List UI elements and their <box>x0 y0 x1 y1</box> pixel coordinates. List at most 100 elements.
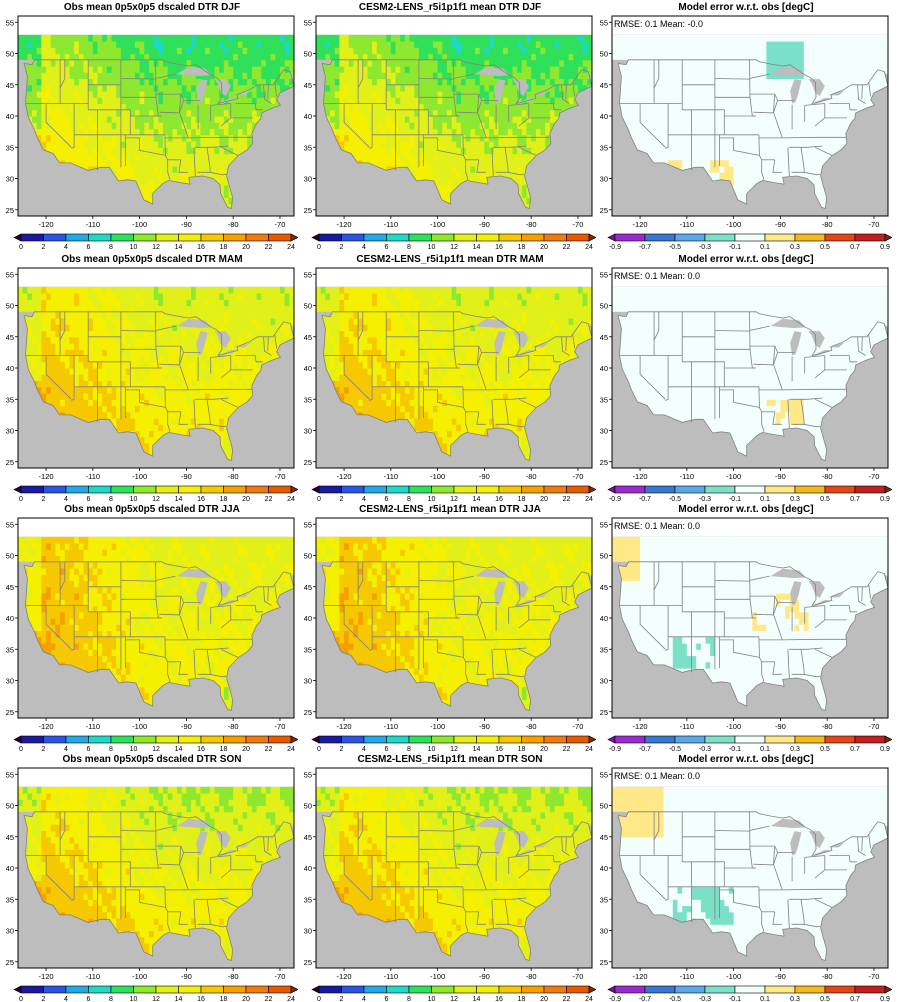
colorbar-label: 20 <box>540 996 548 1002</box>
lat-tick-label: 45 <box>6 833 14 842</box>
lat-tick-label: 55 <box>600 270 608 279</box>
colorbar-label: 16 <box>495 996 503 1002</box>
lon-tick-label: -80 <box>822 472 833 481</box>
lon-tick-label: -110 <box>384 722 398 731</box>
colorbar-label: -0.1 <box>729 996 741 1002</box>
lat-tick-label: 55 <box>600 520 608 529</box>
lat-tick-label: 55 <box>6 770 14 779</box>
colorbar-label: -0.3 <box>699 996 711 1002</box>
panel-error-djf: Model error w.r.t. obs [degC] -120-110-1… <box>600 0 892 250</box>
lat-tick-label: 45 <box>304 81 312 90</box>
lon-tick-label: -110 <box>384 972 398 981</box>
lon-tick-label: -110 <box>680 472 694 481</box>
lat-tick-label: 55 <box>600 770 608 779</box>
lat-tick-label: 40 <box>600 364 608 373</box>
panel-model-son: CESM2-LENS_r5i1p1f1 mean DTR SON -120-11… <box>304 752 596 1002</box>
colorbar-label: 16 <box>197 244 205 250</box>
colorbar-label: 0 <box>19 244 23 250</box>
colorbar-label: 24 <box>287 244 295 250</box>
lon-tick-label: -100 <box>430 722 445 731</box>
lon-tick-label: -120 <box>39 972 54 981</box>
lon-tick-label: -110 <box>86 472 100 481</box>
lat-tick-label: 30 <box>600 927 608 936</box>
lat-tick-label: 40 <box>6 614 14 623</box>
lon-tick-label: -110 <box>680 722 694 731</box>
lon-tick-label: -100 <box>430 972 445 981</box>
no-data-band <box>18 768 294 787</box>
lon-tick-label: -120 <box>633 472 648 481</box>
lon-tick-label: -100 <box>726 472 741 481</box>
colorbar-label: 6 <box>385 996 389 1002</box>
panel-model-jja: CESM2-LENS_r5i1p1f1 mean DTR JJA -120-11… <box>304 502 596 752</box>
lon-tick-label: -120 <box>39 220 54 229</box>
lat-tick-label: 40 <box>6 112 14 121</box>
lon-tick-label: -80 <box>228 972 239 981</box>
lon-tick-label: -90 <box>775 220 786 229</box>
lon-tick-label: -120 <box>337 972 352 981</box>
colorbar-label: 12 <box>152 996 160 1002</box>
lon-tick-label: -90 <box>181 220 192 229</box>
lat-tick-label: 25 <box>304 958 312 967</box>
lat-tick-label: 35 <box>6 645 14 654</box>
lon-tick-label: -90 <box>479 220 490 229</box>
lat-tick-label: 35 <box>304 143 312 152</box>
colorbar-label: 14 <box>175 996 183 1002</box>
lon-tick-label: -120 <box>337 472 352 481</box>
colorbar-label: 0.1 <box>760 996 770 1002</box>
lat-tick-label: 25 <box>600 458 608 467</box>
lon-tick-label: -70 <box>275 972 286 981</box>
colorbar-label: -0.7 <box>639 996 651 1002</box>
colorbar-label: 8 <box>109 244 113 250</box>
colorbar-label: -0.1 <box>729 244 741 250</box>
lat-tick-label: 55 <box>304 270 312 279</box>
lat-tick-label: 50 <box>304 552 312 561</box>
colorbar-label: -0.5 <box>669 996 681 1002</box>
lat-tick-label: 45 <box>600 333 608 342</box>
lat-tick-label: 55 <box>304 520 312 529</box>
lat-tick-label: 45 <box>600 833 608 842</box>
lon-tick-label: -120 <box>633 722 648 731</box>
lat-tick-label: 25 <box>6 958 14 967</box>
lon-tick-label: -110 <box>680 972 694 981</box>
lat-tick-label: 50 <box>6 802 14 811</box>
lat-tick-label: 30 <box>6 427 14 436</box>
lat-tick-label: 50 <box>600 552 608 561</box>
stats-text: RMSE: 0.1 Mean: -0.0 <box>614 19 703 29</box>
colorbar-label: 8 <box>407 996 411 1002</box>
lat-tick-label: 45 <box>600 81 608 90</box>
lon-tick-label: -70 <box>573 722 584 731</box>
lat-tick-label: 40 <box>600 112 608 121</box>
colorbar-label: 0.7 <box>850 244 860 250</box>
lat-tick-label: 25 <box>304 458 312 467</box>
lat-tick-label: 25 <box>6 708 14 717</box>
lat-tick-label: 25 <box>600 206 608 215</box>
lon-tick-label: -110 <box>384 472 398 481</box>
no-data-band <box>316 768 592 787</box>
lat-tick-label: 45 <box>304 833 312 842</box>
lon-tick-label: -80 <box>822 722 833 731</box>
colorbar-label: 18 <box>220 996 228 1002</box>
lon-tick-label: -100 <box>132 472 147 481</box>
colorbar-label: -0.3 <box>699 244 711 250</box>
lat-tick-label: 35 <box>600 395 608 404</box>
lon-tick-label: -80 <box>526 972 537 981</box>
lat-tick-label: 45 <box>6 333 14 342</box>
colorbar-label: 0 <box>317 996 321 1002</box>
lat-tick-label: 35 <box>600 645 608 654</box>
lon-tick-label: -120 <box>633 972 648 981</box>
lat-tick-label: 30 <box>304 427 312 436</box>
lon-tick-label: -100 <box>132 722 147 731</box>
lon-tick-label: -80 <box>228 722 239 731</box>
colorbar-label: 12 <box>450 996 458 1002</box>
panel-model-djf: CESM2-LENS_r5i1p1f1 mean DTR DJF -120-11… <box>304 0 596 250</box>
colorbar-label: 22 <box>563 244 571 250</box>
lat-tick-label: 50 <box>600 302 608 311</box>
